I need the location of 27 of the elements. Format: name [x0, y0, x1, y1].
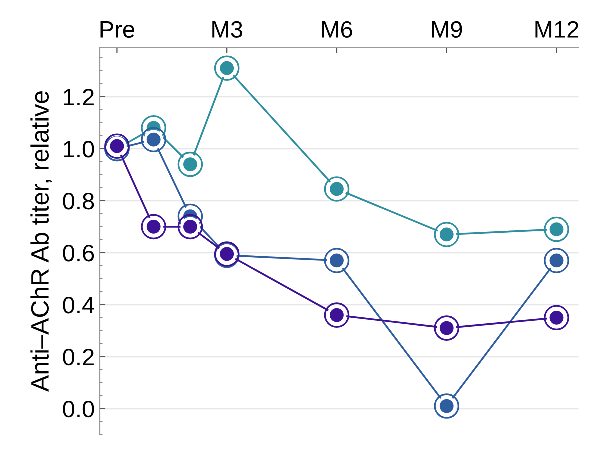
point [178, 152, 204, 178]
y-tick-label: 0.6 [63, 244, 94, 262]
x-tick-label: M12 [536, 21, 579, 38]
y-tick-label: 1.0 [64, 141, 94, 158]
point [178, 214, 204, 240]
point [434, 316, 460, 341]
point [434, 222, 460, 248]
point [544, 248, 570, 274]
point [214, 56, 240, 81]
y-axis-title: Anti–AChR Ab titer, relative [30, 92, 52, 392]
x-tick-label: M3 [212, 21, 242, 38]
point [324, 248, 350, 274]
point [324, 176, 350, 202]
point [544, 305, 570, 331]
y-tick-label: 0.4 [63, 296, 94, 314]
x-tick-label: Pre [100, 22, 135, 38]
point [141, 214, 166, 240]
point [141, 127, 166, 152]
point [544, 216, 570, 242]
point [434, 394, 460, 419]
x-tick-label: M6 [322, 21, 352, 38]
y-tick-label: 0.8 [63, 193, 94, 210]
point [324, 302, 350, 328]
y-tick-label: 0.2 [63, 348, 94, 366]
x-tick-label: M9 [432, 21, 462, 38]
y-tick-label: 0.0 [63, 400, 94, 418]
y-tick-label: 1.2 [64, 89, 94, 106]
